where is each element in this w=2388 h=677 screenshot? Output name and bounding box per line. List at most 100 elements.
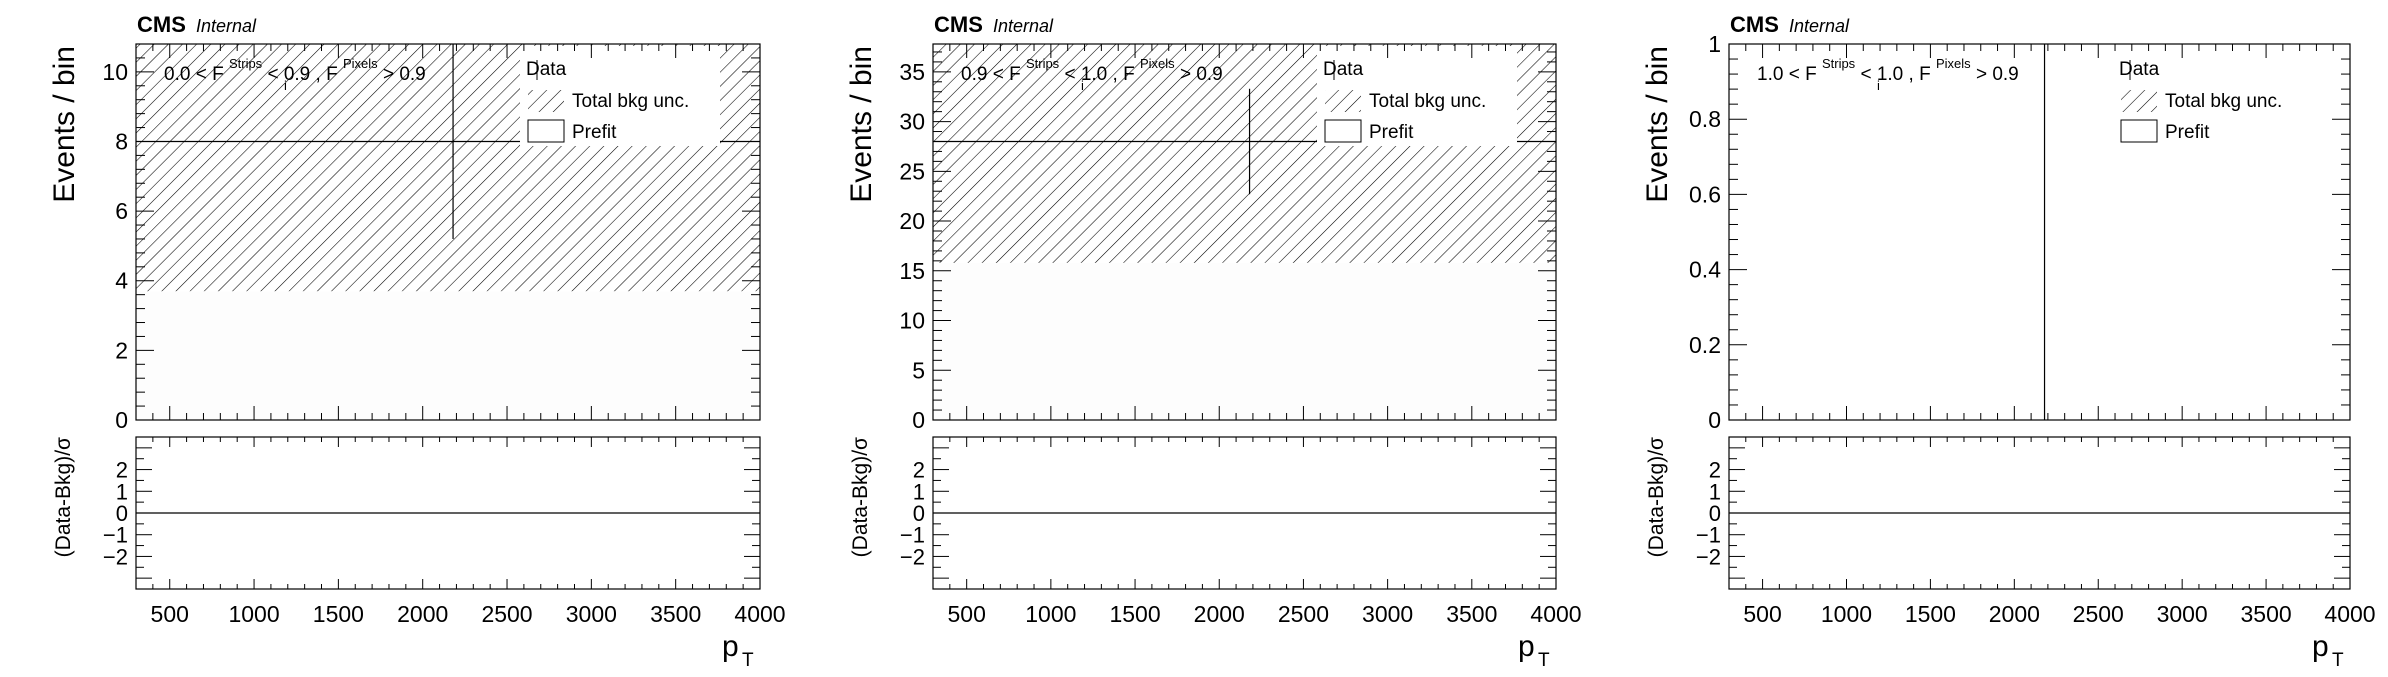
x-tick-label: 4000 <box>1530 601 1581 627</box>
x-axis-title-sub: T <box>742 650 754 671</box>
prefit-fill <box>933 262 1556 420</box>
ratio-y-axis-title: (Data-Bkg)/σ <box>1645 437 1668 557</box>
cms-status-label: Internal <box>993 16 1054 36</box>
main-frame <box>1728 43 2351 421</box>
region-label: 0.9 < F Strips < 1.0 , F Pixels > 0.9 <box>961 56 1223 85</box>
ratio-y-tick-label: 1 <box>116 479 128 504</box>
region-label-sub: i <box>284 78 287 93</box>
prefit-fill <box>136 291 760 420</box>
y-tick-label: 10 <box>102 59 128 85</box>
y-tick-label: 0 <box>912 407 925 433</box>
x-tick-label: 500 <box>947 601 985 627</box>
ratio-y-tick-label: 1 <box>913 479 925 504</box>
cms-status-label: Internal <box>1789 16 1850 36</box>
main-frame <box>135 43 761 421</box>
x-tick-label: 1500 <box>313 601 364 627</box>
ratio-y-tick-label: −1 <box>103 523 128 548</box>
cms-status-label: Internal <box>196 16 257 36</box>
x-tick-label: 2500 <box>481 601 532 627</box>
legend-prefit-label: Prefit <box>1369 122 1414 143</box>
ratio-y-tick-label: −2 <box>1696 544 1721 569</box>
ratio-y-tick-label: −2 <box>103 544 128 569</box>
y-tick-label: 0.6 <box>1689 181 1721 207</box>
legend-prefit-swatch <box>2120 119 2158 143</box>
y-tick-label: 20 <box>899 208 925 234</box>
legend-data-label: Data <box>2119 59 2160 80</box>
x-axis-title: p <box>2312 630 2329 663</box>
y-tick-label: 8 <box>115 128 128 154</box>
region-label: 0.0 < F Strips < 0.9 , F Pixels > 0.9 <box>164 56 426 85</box>
y-tick-label: 30 <box>899 109 925 135</box>
y-tick-label: 0 <box>115 407 128 433</box>
y-axis-title: Events / bin <box>1641 46 1674 203</box>
x-tick-label: 3500 <box>650 601 701 627</box>
ratio-y-tick-label: 2 <box>1709 458 1721 483</box>
y-tick-label: 0 <box>1708 407 1721 433</box>
legend-prefit-swatch <box>1324 119 1362 143</box>
legend-unc-label: Total bkg unc. <box>1369 91 1486 112</box>
y-axis-title: Events / bin <box>845 46 878 203</box>
x-tick-label: 2500 <box>2073 601 2124 627</box>
cms-label: CMS <box>1730 12 1779 37</box>
x-axis-title: p <box>1518 630 1535 663</box>
ratio-y-tick-label: 0 <box>1709 501 1721 526</box>
y-tick-label: 6 <box>115 198 128 224</box>
ratio-y-tick-label: 1 <box>1709 479 1721 504</box>
region-label: 1.0 < F Strips < 1.0 , F Pixels > 0.9 <box>1757 56 2019 85</box>
legend-prefit-swatch <box>527 119 565 143</box>
ratio-y-tick-label: 2 <box>913 458 925 483</box>
ratio-y-tick-label: 0 <box>116 501 128 526</box>
y-tick-label: 0.4 <box>1689 257 1721 283</box>
main-frame <box>932 43 1557 421</box>
x-tick-label: 1000 <box>1025 601 1076 627</box>
y-tick-label: 0.2 <box>1689 332 1721 358</box>
cms-label: CMS <box>137 12 186 37</box>
x-tick-label: 500 <box>1743 601 1781 627</box>
y-tick-label: 4 <box>115 268 128 294</box>
y-tick-label: 5 <box>912 357 925 383</box>
legend-prefit-label: Prefit <box>572 122 617 143</box>
x-axis-title: p <box>722 630 739 663</box>
ratio-y-tick-label: −1 <box>900 523 925 548</box>
legend-data-label: Data <box>1323 59 1364 80</box>
ratio-y-tick-label: 0 <box>913 501 925 526</box>
x-tick-label: 2000 <box>1989 601 2040 627</box>
y-tick-label: 0.8 <box>1689 106 1721 132</box>
x-tick-label: 3000 <box>2157 601 2208 627</box>
y-tick-label: 1 <box>1708 31 1721 57</box>
legend-data-label: Data <box>526 59 567 80</box>
x-tick-label: 2500 <box>1278 601 1329 627</box>
legend-unc-swatch <box>528 90 564 112</box>
x-tick-label: 1000 <box>228 601 279 627</box>
y-tick-label: 25 <box>899 158 925 184</box>
region-label-sub: i <box>1081 78 1084 93</box>
legend-unc-label: Total bkg unc. <box>572 91 689 112</box>
x-tick-label: 1000 <box>1821 601 1872 627</box>
y-tick-label: 15 <box>899 258 925 284</box>
ratio-y-axis-title: (Data-Bkg)/σ <box>849 437 872 557</box>
x-tick-label: 3500 <box>2240 601 2291 627</box>
ratio-y-tick-label: −1 <box>1696 523 1721 548</box>
legend-unc-swatch <box>1325 90 1361 112</box>
y-axis-title: Events / bin <box>48 46 81 203</box>
x-tick-label: 3000 <box>1362 601 1413 627</box>
y-tick-label: 35 <box>899 59 925 85</box>
legend-prefit-label: Prefit <box>2165 122 2210 143</box>
legend-unc-label: Total bkg unc. <box>2165 91 2282 112</box>
x-axis-title-sub: T <box>1538 650 1550 671</box>
ratio-y-tick-label: −2 <box>900 544 925 569</box>
legend-unc-swatch <box>2121 90 2157 112</box>
x-tick-label: 500 <box>151 601 189 627</box>
x-tick-label: 3500 <box>1446 601 1497 627</box>
x-tick-label: 1500 <box>1109 601 1160 627</box>
x-tick-label: 2000 <box>397 601 448 627</box>
x-axis-title-sub: T <box>2332 650 2344 671</box>
region-label-sub: i <box>1877 78 1880 93</box>
y-tick-label: 2 <box>115 337 128 363</box>
ratio-y-tick-label: 2 <box>116 458 128 483</box>
